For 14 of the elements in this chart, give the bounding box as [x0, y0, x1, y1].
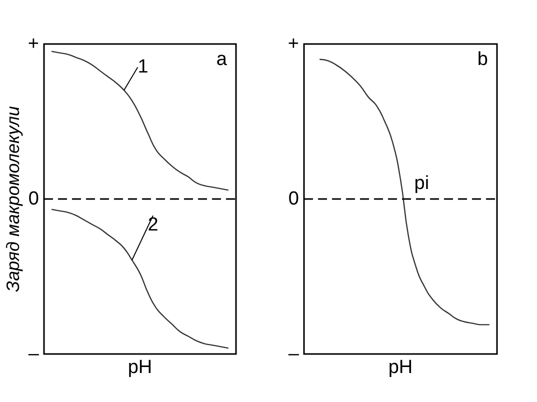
chart-title: a	[216, 49, 228, 70]
series-label: 1	[138, 56, 148, 78]
text: +	[288, 34, 299, 54]
x-axis-title: pH	[128, 357, 152, 378]
text: 0	[288, 188, 299, 210]
series-label: 2	[148, 214, 158, 236]
text: –	[288, 344, 300, 364]
y-axis-title: Заряд макромолекули	[3, 106, 23, 292]
text: 0	[28, 188, 39, 210]
chart-title: b	[477, 49, 488, 70]
text: +	[28, 34, 39, 54]
annotation: pi	[414, 173, 430, 194]
x-axis-title: pH	[388, 357, 413, 378]
text: –	[28, 344, 40, 364]
